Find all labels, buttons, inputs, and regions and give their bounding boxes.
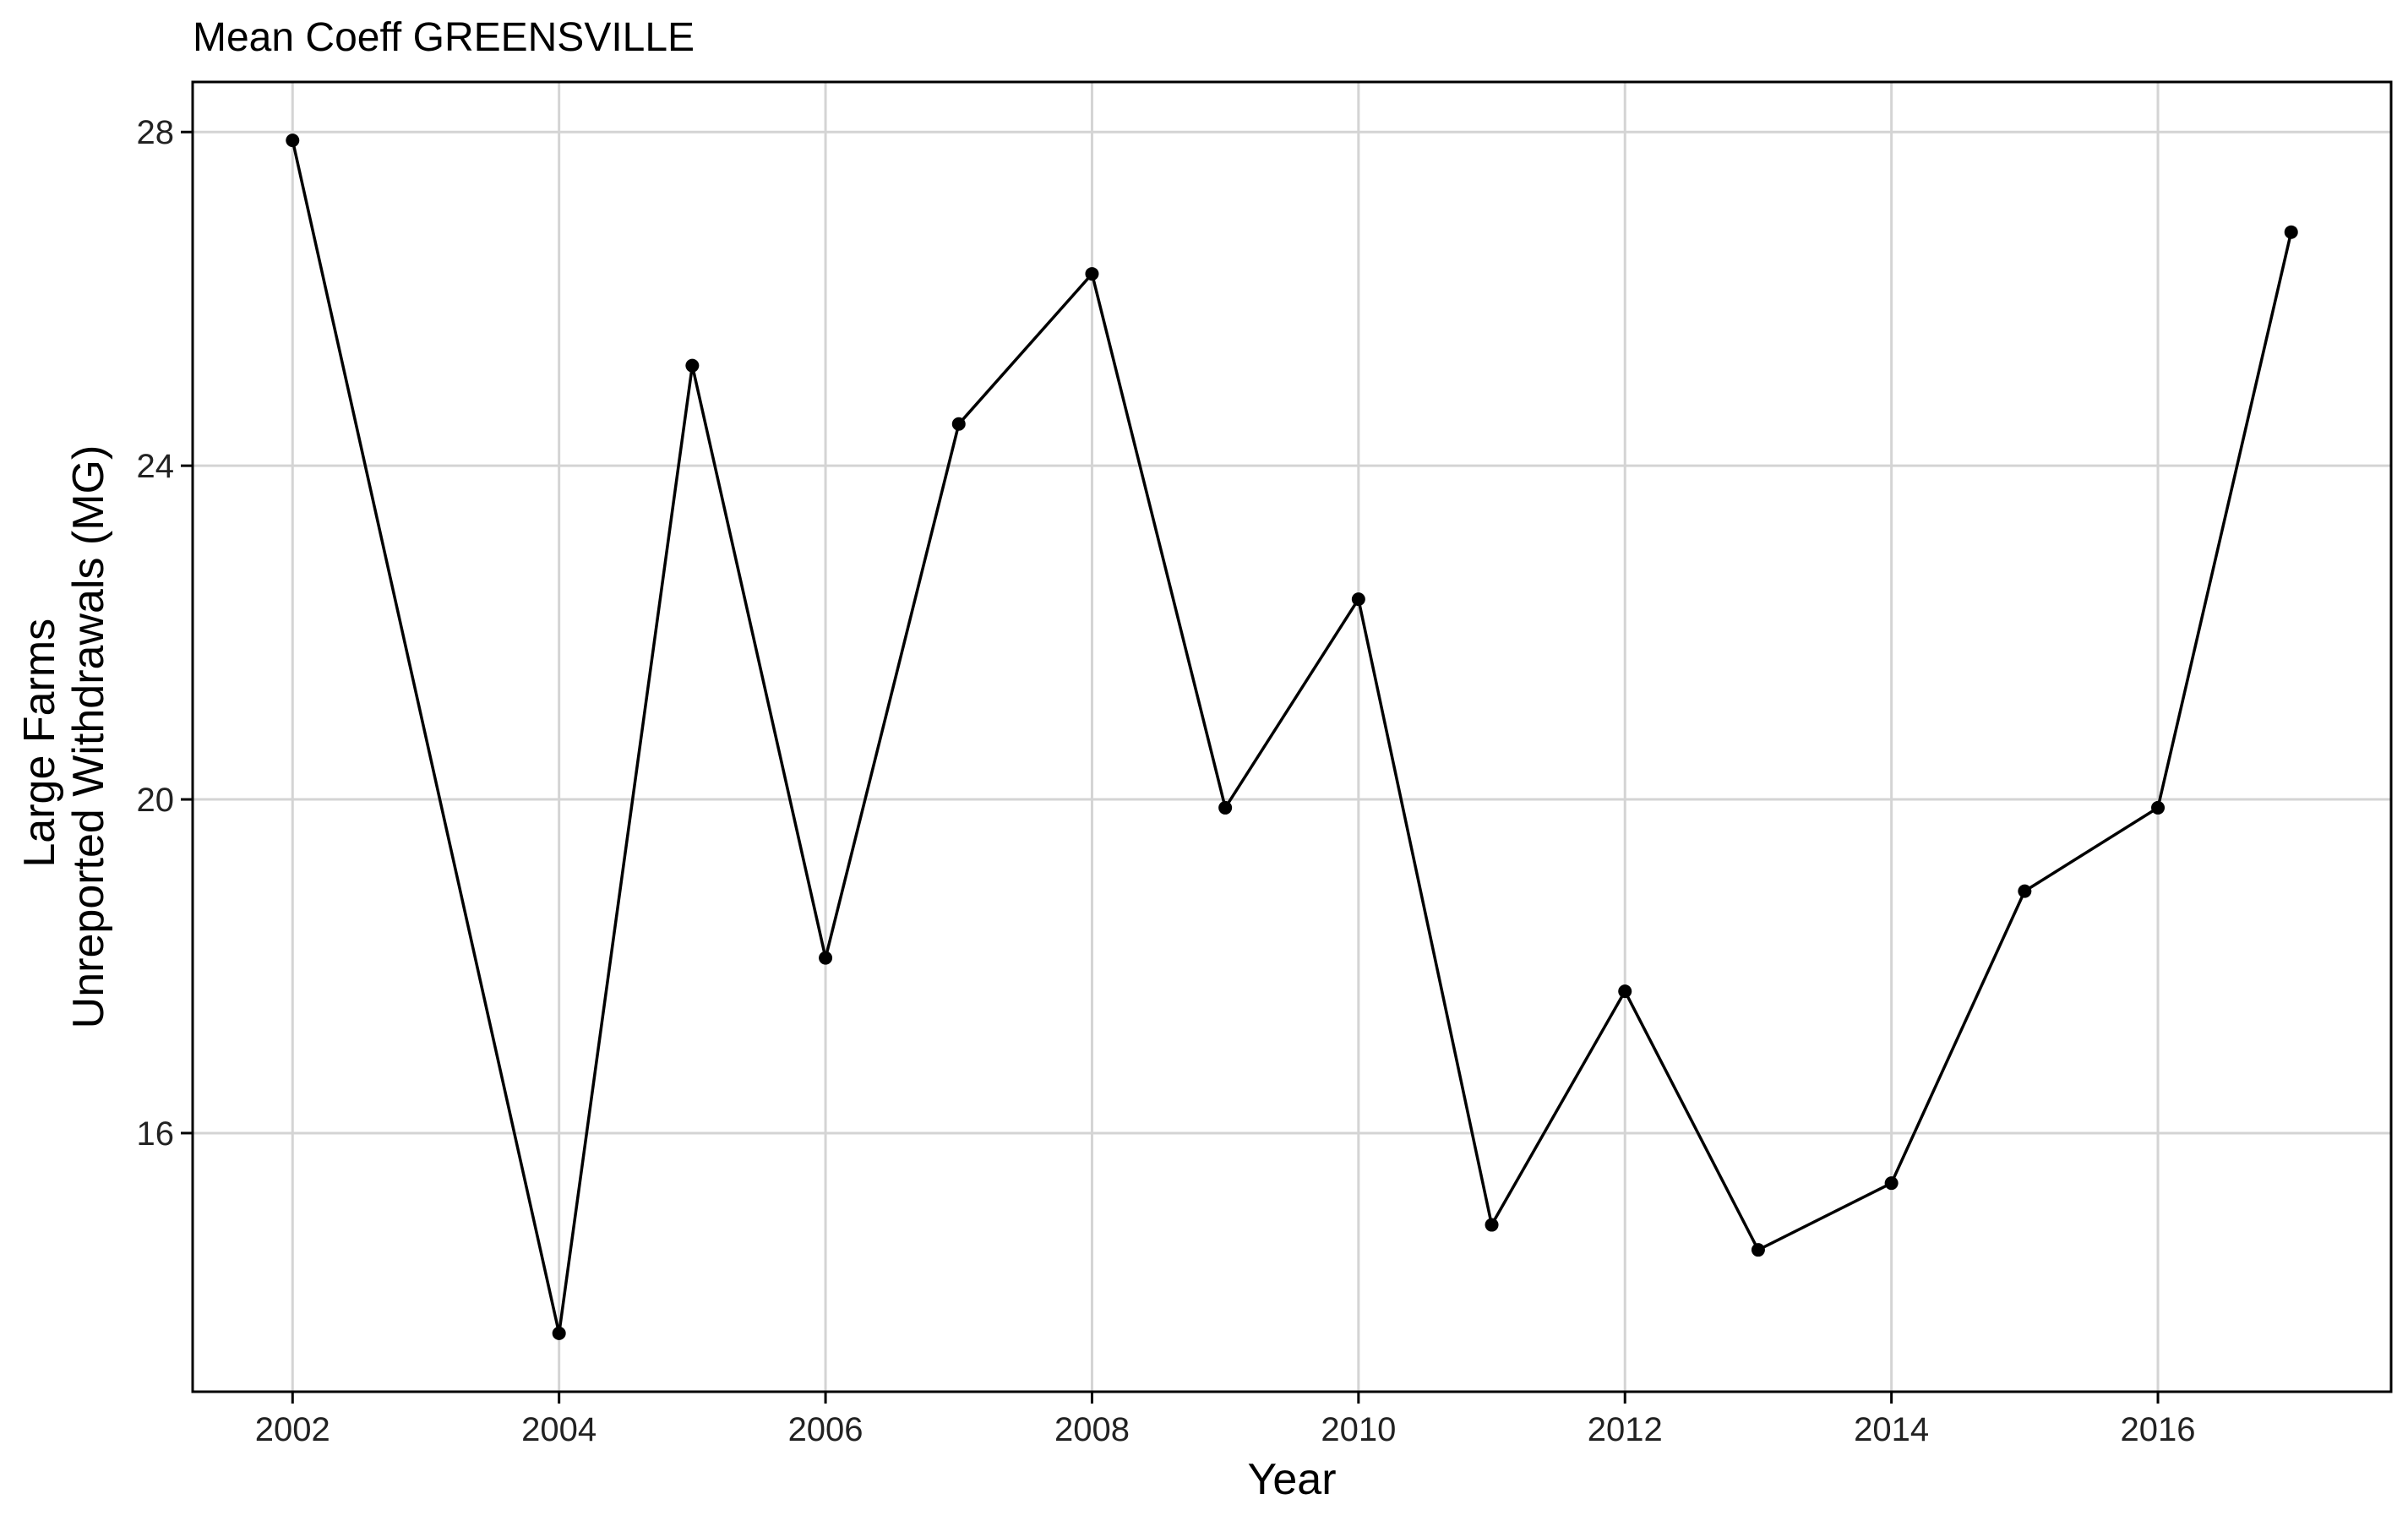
- x-tick-label: 2010: [1321, 1411, 1396, 1448]
- y-tick-label: 28: [137, 114, 175, 151]
- plot-panel: [191, 80, 2393, 1393]
- data-point: [552, 1326, 566, 1340]
- data-point: [819, 951, 833, 965]
- data-point: [1485, 1218, 1499, 1232]
- data-point: [1751, 1243, 1765, 1257]
- chart-title: Mean Coeff GREENSVILLE: [193, 15, 695, 60]
- x-tick-label: 2006: [788, 1411, 864, 1448]
- data-point: [286, 134, 300, 148]
- data-point: [1085, 267, 1099, 281]
- x-tick-label: 2012: [1588, 1411, 1663, 1448]
- y-tick-label: 24: [137, 448, 175, 485]
- x-tick-label: 2002: [255, 1411, 330, 1448]
- x-tick-label: 2004: [521, 1411, 597, 1448]
- y-axis-title: Large Farms Unreported Withdrawals (MG): [15, 445, 113, 1029]
- data-point: [1351, 592, 1365, 607]
- x-tick-label: 2014: [1854, 1411, 1929, 1448]
- data-point: [1218, 800, 1233, 815]
- grid-lines: [193, 82, 2391, 1392]
- data-series: [286, 134, 2298, 1340]
- data-point: [951, 417, 966, 431]
- y-axis-title-line-2: Unreported Withdrawals (MG): [64, 445, 113, 1029]
- data-point: [1618, 984, 1632, 999]
- y-tick-label: 16: [137, 1115, 175, 1153]
- y-axis-title-line-1: Large Farms: [15, 619, 64, 868]
- data-point: [685, 358, 700, 373]
- data-point: [2284, 225, 2298, 239]
- y-tick-label: 20: [137, 782, 175, 819]
- data-point: [2151, 800, 2166, 815]
- data-point: [2018, 884, 2032, 898]
- axis-ticks: 2002 2004 2006 2008 2010 2012 2014 2016 16 20 24 28: [137, 114, 2196, 1448]
- data-point: [1884, 1176, 1899, 1191]
- series-line: [291, 139, 2293, 1334]
- x-tick-label: 2016: [2121, 1411, 2196, 1448]
- x-axis-title: Year: [1247, 1455, 1336, 1504]
- x-tick-label: 2008: [1054, 1411, 1130, 1448]
